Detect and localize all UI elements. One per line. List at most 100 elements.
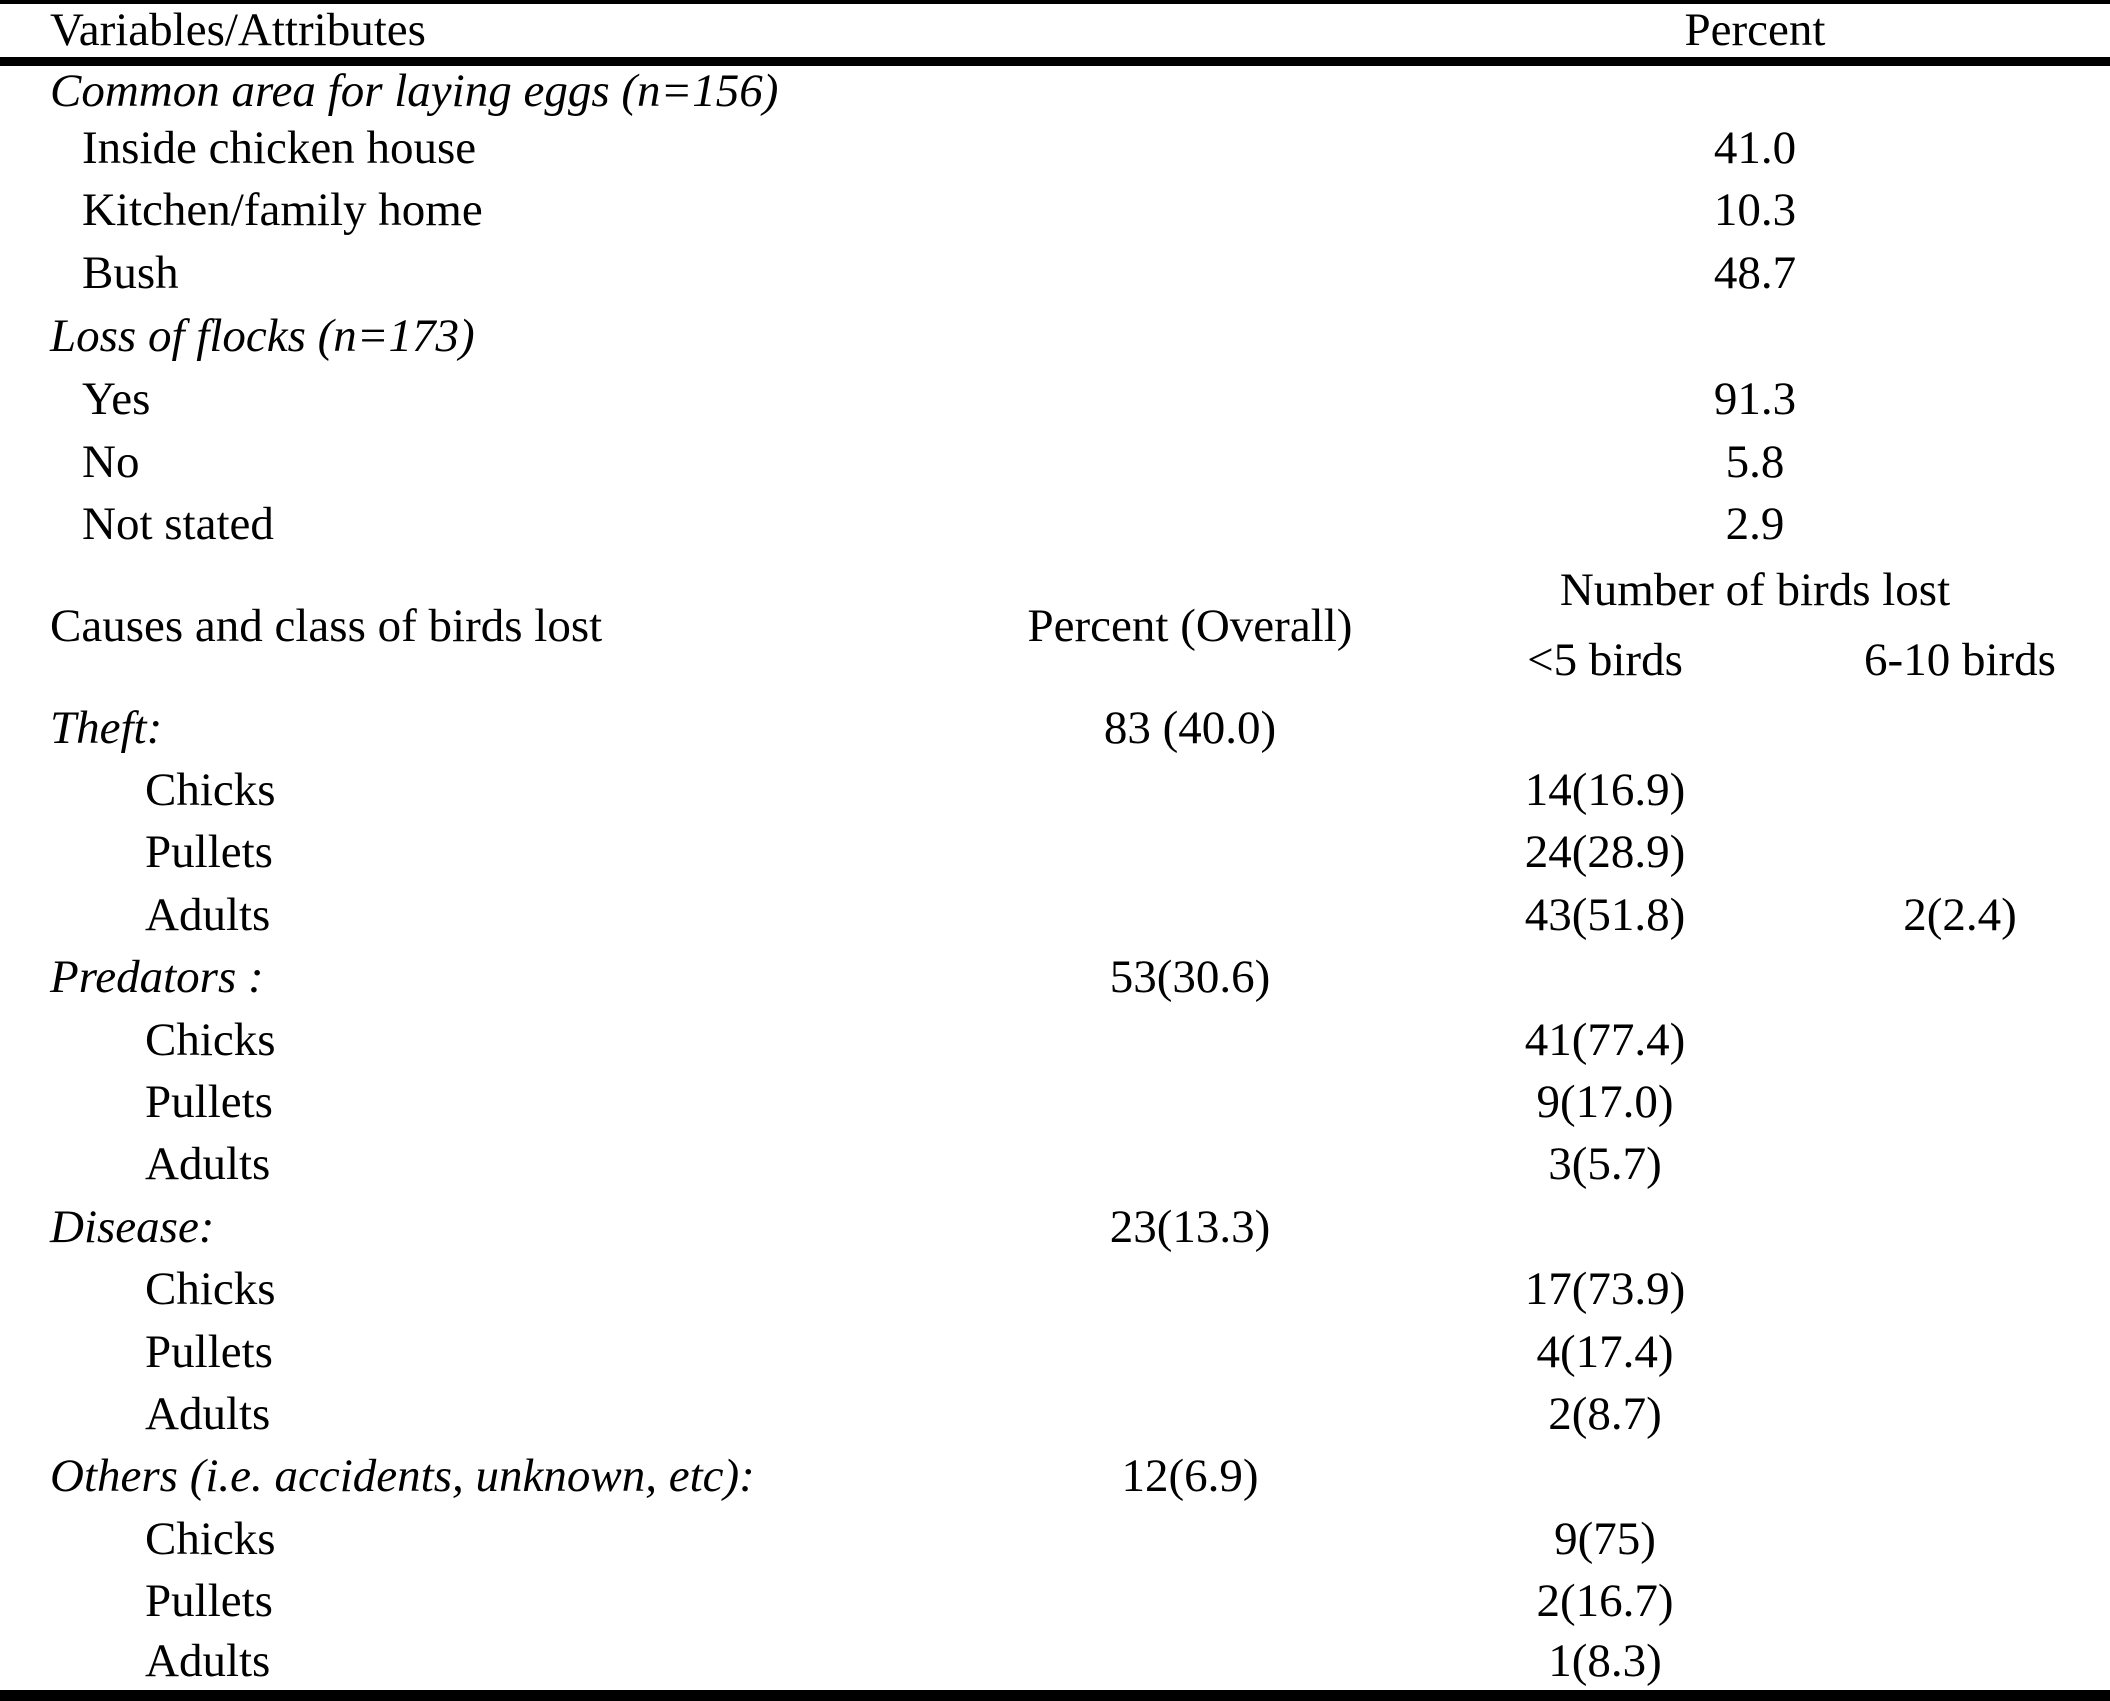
overall-value: 83 (40.0) <box>1103 701 1277 754</box>
row-label: Chicks <box>145 764 276 817</box>
percent-value: 2.9 <box>1725 498 1785 551</box>
cause-row: Predators : 53(30.6) <box>0 946 2110 1008</box>
lt5-value: 3(5.7) <box>1548 1138 1662 1191</box>
table-header-row: Variables/Attributes Percent <box>0 2 2110 66</box>
spacer-cell <box>1400 946 1810 1008</box>
spacer-cell <box>1810 1446 2110 1508</box>
spacer-cell <box>1810 1009 2110 1071</box>
cause-label-others: Others (i.e. accidents, unknown, etc): <box>50 1450 755 1503</box>
spacer-cell <box>1400 697 1810 759</box>
row-label: Chicks <box>145 1512 276 1565</box>
row-label: Yes <box>82 373 151 426</box>
spacer-cell <box>1810 822 2110 884</box>
lt5-value: 9(75) <box>1554 1512 1656 1565</box>
percent-header: Percent <box>1400 2 2110 66</box>
row-label: Pullets <box>145 826 273 879</box>
spacer-cell <box>980 242 1400 304</box>
spacer-cell <box>980 2 1400 66</box>
lt5-value: 4(17.4) <box>1536 1325 1674 1378</box>
row-label: Not stated <box>82 498 274 551</box>
percent-value: 5.8 <box>1725 435 1785 488</box>
spacer-cell <box>980 1071 1400 1133</box>
spacer-cell <box>980 822 1400 884</box>
row-label: Adults <box>145 888 271 941</box>
lt5-value: 14(16.9) <box>1524 764 1686 817</box>
cause-label-theft: Theft: <box>50 701 163 754</box>
row-label: Inside chicken house <box>82 121 477 174</box>
spacer-cell <box>980 1134 1400 1196</box>
lt5-value: 1(8.3) <box>1548 1635 1662 1688</box>
birds-lost-subheaders: <5 birds 6-10 birds <box>1400 626 2110 696</box>
cause-row: Theft: 83 (40.0) <box>0 697 2110 759</box>
6-10-value: 2(2.4) <box>1903 888 2017 941</box>
table-row: Pullets 9(17.0) <box>0 1071 2110 1133</box>
table-row: Adults 2(8.7) <box>0 1383 2110 1445</box>
number-birds-lost-group: Number of birds lost <5 birds 6-10 birds <box>1400 556 2110 697</box>
spacer-cell <box>980 61 1400 117</box>
spacer-cell <box>1810 1508 2110 1570</box>
spacer-cell <box>1810 946 2110 1008</box>
spacer-cell <box>980 1570 1400 1632</box>
spacer-cell <box>980 493 1400 555</box>
cause-label-predators: Predators : <box>50 951 264 1004</box>
lt5-value: 17(73.9) <box>1524 1263 1686 1316</box>
overall-value: 12(6.9) <box>1121 1450 1259 1503</box>
spacer-cell <box>980 179 1400 241</box>
table-row: Not stated 2.9 <box>0 493 2110 555</box>
row-label: Bush <box>82 246 179 299</box>
spacer-cell <box>980 884 1400 946</box>
spacer-cell <box>1810 759 2110 821</box>
lt5-value: 43(51.8) <box>1524 888 1686 941</box>
table-row: Chicks 9(75) <box>0 1508 2110 1570</box>
row-label: Pullets <box>145 1575 273 1628</box>
lt5-value: 9(17.0) <box>1536 1076 1674 1129</box>
cause-label-disease: Disease: <box>50 1200 215 1253</box>
spacer-cell <box>1810 1633 2110 1696</box>
spacer-cell <box>980 304 1400 368</box>
row-label: Pullets <box>145 1076 273 1129</box>
cause-row: Disease: 23(13.3) <box>0 1196 2110 1258</box>
lt5-value: 24(28.9) <box>1524 826 1686 879</box>
table-row: Adults 43(51.8) 2(2.4) <box>0 884 2110 946</box>
row-label: Adults <box>145 1635 271 1688</box>
row-label: Kitchen/family home <box>82 184 483 237</box>
spacer-cell <box>980 1321 1400 1383</box>
spacer-cell <box>1810 1071 2110 1133</box>
spacer-cell <box>1400 1446 1810 1508</box>
row-label: Adults <box>145 1388 271 1441</box>
overall-value: 23(13.3) <box>1109 1200 1271 1253</box>
spacer-cell <box>1400 1196 1810 1258</box>
lt5-birds-header: <5 birds <box>1527 634 1683 687</box>
spacer-cell <box>980 117 1400 179</box>
spacer-cell <box>980 1633 1400 1696</box>
percent-value: 41.0 <box>1713 121 1797 174</box>
section-title-row: Common area for laying eggs (n=156) <box>0 61 2110 117</box>
percent-value: 10.3 <box>1713 184 1797 237</box>
table-row: Chicks 41(77.4) <box>0 1009 2110 1071</box>
lt5-value: 2(16.7) <box>1536 1575 1674 1628</box>
row-label: Adults <box>145 1138 271 1191</box>
section-title-row: Loss of flocks (n=173) <box>0 304 2110 368</box>
spacer-cell <box>1810 1196 2110 1258</box>
percent-value: 48.7 <box>1713 246 1797 299</box>
section-title-laying-eggs: Common area for laying eggs (n=156) <box>50 65 779 117</box>
spacer-cell <box>980 759 1400 821</box>
row-label: Pullets <box>145 1325 273 1378</box>
percent-overall-header: Percent (Overall) <box>1027 599 1353 652</box>
6-10-birds-header: 6-10 birds <box>1864 634 2056 687</box>
percent-value: 91.3 <box>1713 373 1797 426</box>
table-row: Bush 48.7 <box>0 242 2110 304</box>
row-label: Chicks <box>145 1013 276 1066</box>
table-row: Inside chicken house 41.0 <box>0 117 2110 179</box>
spacer-cell <box>1810 697 2110 759</box>
table-row: Pullets 24(28.9) <box>0 822 2110 884</box>
table-row: Chicks 17(73.9) <box>0 1258 2110 1320</box>
spacer-cell <box>1810 1258 2110 1320</box>
spacer-cell <box>980 369 1400 431</box>
spacer-cell <box>1810 1383 2110 1445</box>
table-row: Pullets 4(17.4) <box>0 1321 2110 1383</box>
table-row: Kitchen/family home 10.3 <box>0 179 2110 241</box>
spacer-cell <box>980 1258 1400 1320</box>
variables-attributes-header: Variables/Attributes <box>0 2 980 66</box>
